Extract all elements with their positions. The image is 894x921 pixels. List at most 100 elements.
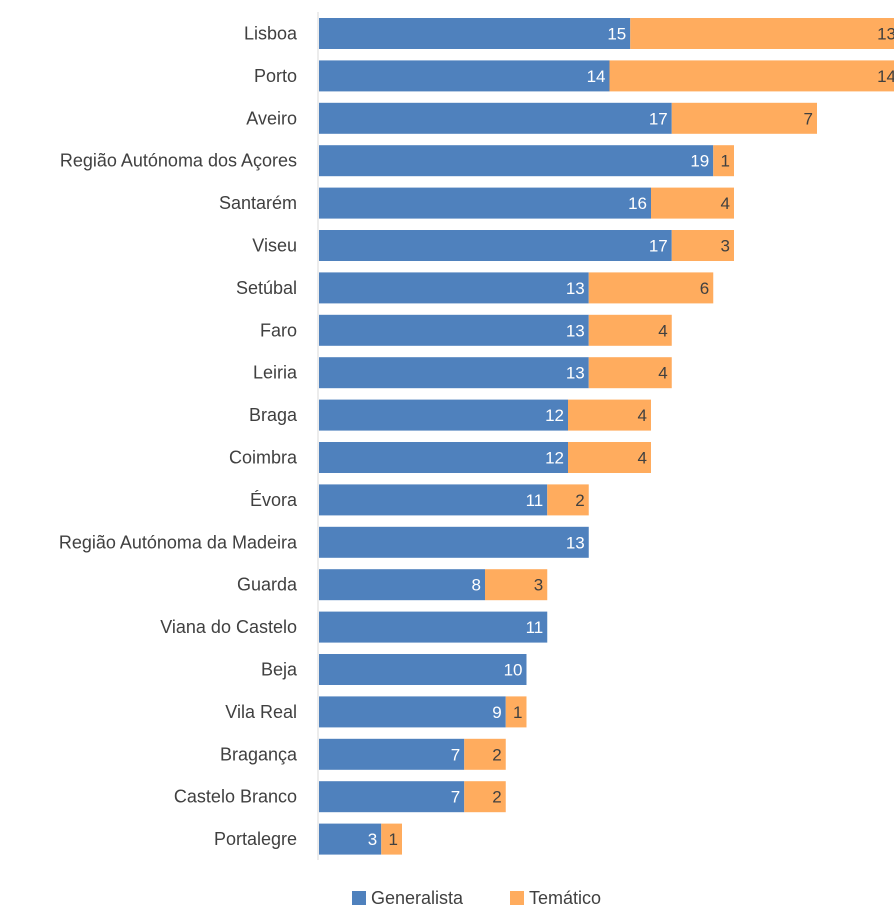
bar-generalista: [319, 696, 506, 728]
bar-temático: [464, 781, 506, 813]
data-label: 14: [877, 67, 894, 86]
bar-temático: [568, 442, 651, 473]
legend-entry: Generalista: [371, 888, 464, 908]
category-label: Porto: [254, 66, 297, 86]
category-label: Castelo Branco: [174, 787, 297, 807]
category-label: Faro: [260, 320, 297, 340]
category-label: Beja: [261, 660, 298, 680]
category-label: Bragança: [220, 744, 298, 764]
data-label: 4: [658, 364, 667, 383]
data-label: 19: [690, 152, 709, 171]
bar-temático: [630, 18, 894, 49]
data-label: 7: [451, 745, 460, 764]
data-label: 15: [607, 25, 626, 44]
category-label: Santarém: [219, 193, 297, 213]
data-label: 13: [566, 364, 585, 383]
bar-generalista: [319, 484, 548, 516]
bar-generalista: [319, 272, 589, 304]
bar-temático: [485, 569, 548, 601]
bar-generalista: [319, 145, 714, 177]
bar-temático: [464, 738, 506, 770]
bar-generalista: [319, 442, 568, 473]
data-label: 4: [638, 406, 647, 425]
bar-generalista: [319, 611, 548, 643]
bar-temático: [568, 399, 651, 431]
data-label: 11: [526, 491, 544, 510]
bar-generalista: [319, 187, 651, 219]
bar-temático: [381, 823, 402, 855]
bar-generalista: [319, 569, 485, 601]
data-label: 17: [649, 237, 668, 256]
category-label: Aveiro: [246, 108, 297, 128]
data-label: 10: [504, 661, 523, 680]
bar-generalista: [319, 781, 465, 813]
data-label: 9: [492, 703, 501, 722]
bar-temático: [713, 145, 734, 177]
data-label: 13: [566, 533, 585, 552]
data-label: 13: [566, 279, 585, 298]
category-label: Coimbra: [229, 448, 298, 468]
bar-temático: [588, 272, 714, 304]
data-label: 3: [721, 237, 730, 256]
bar-generalista: [319, 738, 465, 770]
category-label: Região Autónoma dos Açores: [60, 151, 297, 171]
data-label: 4: [658, 321, 667, 340]
legend-swatch: [510, 891, 524, 905]
data-label: 7: [804, 109, 813, 128]
data-label: 7: [451, 788, 460, 807]
category-labels: Lisboa Porto Aveiro Região Autónoma dos Aço…: [59, 24, 298, 850]
category-label: Évora: [250, 490, 298, 510]
category-label: Lisboa: [244, 24, 298, 44]
data-label: 8: [472, 576, 481, 595]
category-label: Viseu: [252, 236, 297, 256]
category-label: Setúbal: [236, 278, 297, 298]
bar-generalista: [319, 526, 589, 558]
category-label: Guarda: [237, 575, 298, 595]
data-label: 16: [628, 194, 647, 213]
data-label: 11: [526, 618, 544, 637]
data-label: 13: [877, 25, 894, 44]
bar-generalista: [319, 399, 568, 431]
data-label: 12: [545, 449, 564, 468]
bar-temático: [671, 230, 734, 261]
bar-temático: [609, 60, 894, 92]
bar-generalista: [319, 314, 589, 346]
data-label: 1: [389, 830, 398, 849]
data-label: 3: [368, 830, 377, 849]
bar-temático: [671, 102, 817, 134]
category-label: Portalegre: [214, 829, 297, 849]
bar-generalista: [319, 102, 672, 134]
data-label: 1: [721, 152, 730, 171]
data-label: 4: [638, 449, 647, 468]
data-label: 6: [700, 279, 709, 298]
data-label: 17: [649, 109, 668, 128]
bar-generalista: [319, 823, 382, 855]
bar-generalista: [319, 357, 589, 389]
data-label: 3: [534, 576, 543, 595]
legend: Generalista Temático: [352, 888, 601, 908]
category-label: Vila Real: [225, 702, 297, 722]
data-label: 4: [721, 194, 730, 213]
bars-group: [319, 18, 894, 855]
category-label: Viana do Castelo: [160, 617, 297, 637]
bar-temático: [651, 187, 734, 219]
bar-temático: [505, 696, 527, 728]
bar-temático: [588, 357, 672, 389]
bar-generalista: [319, 60, 610, 92]
bar-generalista: [319, 654, 527, 685]
bar-generalista: [319, 18, 631, 49]
bar-generalista: [319, 230, 672, 261]
data-label: 2: [492, 745, 501, 764]
category-label: Região Autónoma da Madeira: [59, 532, 298, 552]
data-label: 2: [575, 491, 584, 510]
legend-swatch: [352, 891, 366, 905]
category-label: Leiria: [253, 363, 298, 383]
bar-temático: [547, 484, 589, 516]
data-label: 1: [513, 703, 522, 722]
legend-entry: Temático: [529, 888, 601, 908]
data-label: 13: [566, 321, 585, 340]
data-label: 14: [587, 67, 606, 86]
data-label: 2: [492, 788, 501, 807]
